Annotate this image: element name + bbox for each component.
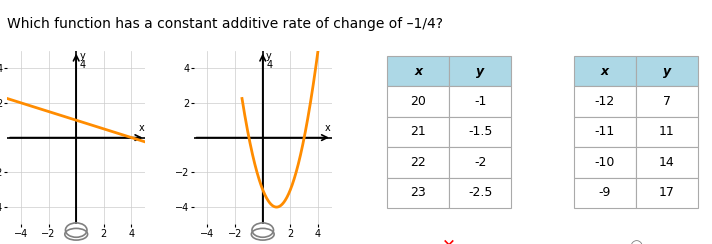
Bar	[574, 178, 636, 208]
Bar	[449, 147, 511, 178]
Text: 4: 4	[266, 60, 272, 70]
Bar	[387, 178, 449, 208]
Text: x: x	[414, 65, 422, 78]
Text: -1: -1	[474, 95, 486, 108]
Text: -1.5: -1.5	[468, 125, 493, 138]
Bar	[636, 56, 698, 86]
Text: 23: 23	[410, 186, 426, 199]
Bar	[636, 117, 698, 147]
Bar	[636, 147, 698, 178]
Text: ○: ○	[629, 238, 642, 244]
Text: Which function has a constant additive rate of change of –1/4?: Which function has a constant additive r…	[7, 17, 443, 31]
Text: x: x	[138, 123, 144, 133]
Bar	[574, 56, 636, 86]
Bar	[574, 86, 636, 117]
Bar	[574, 117, 636, 147]
Bar	[387, 56, 449, 86]
Bar	[449, 56, 511, 86]
Text: y: y	[266, 51, 272, 61]
Text: y: y	[80, 51, 85, 61]
Bar	[387, 117, 449, 147]
Text: x: x	[601, 65, 609, 78]
Text: 14: 14	[659, 156, 675, 169]
Text: y: y	[663, 65, 671, 78]
Text: 22: 22	[410, 156, 426, 169]
Text: 21: 21	[410, 125, 426, 138]
Bar	[449, 178, 511, 208]
Text: y: y	[476, 65, 484, 78]
Text: -12: -12	[595, 95, 615, 108]
Text: -2.5: -2.5	[468, 186, 493, 199]
Text: -2: -2	[474, 156, 486, 169]
Bar	[636, 178, 698, 208]
Text: -10: -10	[595, 156, 615, 169]
Bar	[387, 147, 449, 178]
Text: -11: -11	[595, 125, 615, 138]
Text: 11: 11	[659, 125, 675, 138]
Bar	[449, 117, 511, 147]
Text: 4: 4	[80, 60, 85, 70]
Bar	[387, 86, 449, 117]
Bar	[449, 86, 511, 117]
Text: -9: -9	[599, 186, 611, 199]
Text: ✕: ✕	[442, 236, 456, 244]
Text: 17: 17	[659, 186, 675, 199]
Text: x: x	[325, 123, 330, 133]
Bar	[574, 147, 636, 178]
Bar	[636, 86, 698, 117]
Text: 7: 7	[663, 95, 671, 108]
Text: 20: 20	[410, 95, 426, 108]
